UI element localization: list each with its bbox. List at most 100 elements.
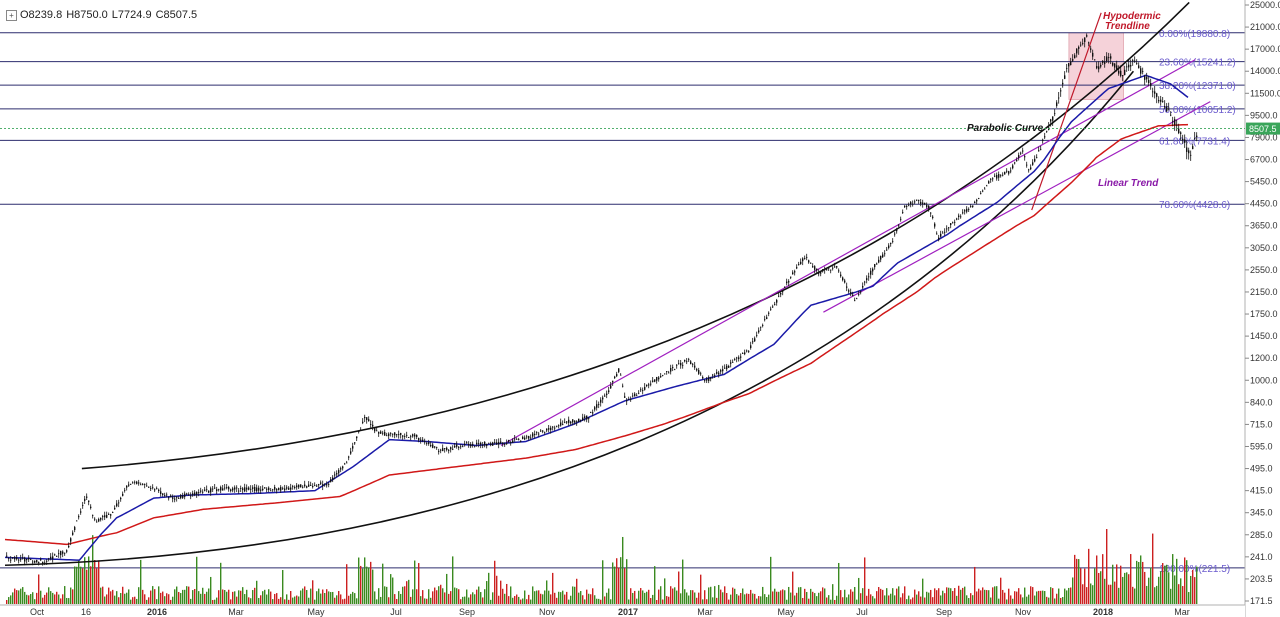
volume-bar: [764, 594, 766, 604]
ma-blue-line: [4, 74, 1189, 561]
volume-bar: [308, 597, 310, 604]
candle-body: [1150, 83, 1152, 87]
volume-bar: [694, 592, 696, 604]
candle-body: [354, 442, 356, 444]
volume-bar: [824, 588, 826, 604]
volume-bar: [780, 590, 782, 604]
candle-body: [740, 356, 742, 358]
volume-bar: [334, 597, 336, 604]
candle-body: [288, 487, 290, 490]
volume-bar: [346, 564, 348, 604]
volume-bar: [290, 591, 292, 604]
candle-body: [418, 437, 420, 441]
x-axis[interactable]: Oct 16 2016 Mar May Jul Sep Nov 2017 Mar May Jul Sep…: [0, 604, 1245, 617]
candle-body: [1144, 75, 1146, 80]
candle-body: [678, 363, 680, 365]
volume-bar: [342, 599, 344, 604]
candle-body: [172, 497, 174, 499]
candle-body: [504, 443, 506, 445]
candle-body: [324, 484, 326, 486]
candle-body: [12, 557, 14, 559]
volume-bar: [1130, 554, 1132, 604]
volume-bar: [510, 586, 512, 604]
volume-bar: [68, 598, 70, 604]
candle-body: [30, 558, 32, 560]
volume-bar: [856, 599, 858, 604]
candle-body: [1028, 169, 1030, 171]
volume-bar: [252, 590, 254, 604]
candle-body: [904, 205, 906, 207]
candle-body: [72, 532, 74, 535]
volume-bar: [636, 598, 638, 604]
candle-body: [6, 555, 8, 557]
candle-body: [18, 559, 20, 561]
volume-bar: [1100, 571, 1102, 604]
candle-body: [166, 494, 168, 496]
volume-bar: [782, 589, 784, 604]
volume-bar: [52, 592, 54, 604]
volume-bar: [158, 586, 160, 604]
volume-bar: [698, 592, 700, 604]
candle-body: [32, 561, 34, 563]
volume-bar: [348, 595, 350, 604]
volume-bar: [74, 566, 76, 604]
candle-body: [850, 292, 852, 295]
x-tick-label: May: [777, 607, 795, 617]
volume-bar: [1136, 560, 1138, 604]
volume-bar: [788, 586, 790, 604]
volume-bar: [750, 589, 752, 604]
volume-bar: [652, 594, 654, 604]
volume-bar: [264, 589, 266, 604]
volume-bar: [630, 588, 632, 604]
fib-label: 23.60%(15241.2): [1159, 58, 1236, 69]
candle-body: [316, 485, 318, 487]
expand-icon[interactable]: +: [6, 9, 17, 21]
volume-bar: [902, 593, 904, 604]
volume-bar: [204, 593, 206, 604]
volume-bar: [132, 597, 134, 604]
parabolic-curve-lower: [4, 70, 1135, 567]
volume-bar: [574, 586, 576, 604]
volume-bar: [530, 599, 532, 604]
candle-body: [82, 505, 84, 506]
candle-body: [1164, 106, 1166, 108]
candle-body: [598, 404, 600, 405]
volume-bar: [66, 597, 68, 604]
volume-bar: [840, 590, 842, 604]
volume-bar: [760, 596, 762, 604]
candle-body: [416, 435, 418, 437]
volume-bar: [814, 593, 816, 604]
volume-bar: [1184, 557, 1186, 604]
volume-bar: [572, 586, 574, 604]
candle-body: [1106, 56, 1108, 62]
candle-body: [178, 498, 180, 499]
candle-body: [954, 221, 956, 223]
volume-bar: [582, 595, 584, 604]
volume-bar: [836, 595, 838, 604]
volume-bar: [632, 592, 634, 604]
volume-bar: [1124, 572, 1126, 604]
candle-body: [1020, 152, 1022, 154]
y-tick-label: 241.0: [1250, 552, 1273, 562]
candle-body: [776, 300, 778, 303]
volume-bar: [506, 583, 508, 604]
candle-body: [540, 430, 542, 432]
candle-body: [1182, 139, 1184, 141]
volume-bar: [442, 588, 444, 604]
candle-body: [828, 267, 830, 269]
volume-bars: [6, 529, 1198, 604]
volume-bar: [100, 587, 102, 604]
volume-bar: [44, 594, 46, 604]
volume-bar: [544, 590, 546, 604]
volume-bar: [196, 556, 198, 604]
volume-bar: [1040, 590, 1042, 604]
candle-body: [1152, 91, 1154, 93]
candle-body: [328, 484, 330, 486]
candle-body: [930, 212, 932, 214]
candle-body: [152, 487, 154, 489]
volume-bar: [384, 586, 386, 604]
volume-bar: [548, 590, 550, 604]
candle-body: [1088, 42, 1090, 44]
